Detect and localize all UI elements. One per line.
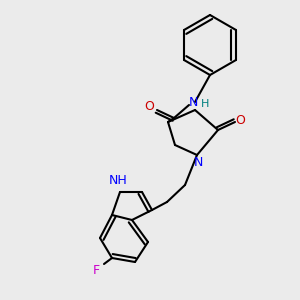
Text: O: O (144, 100, 154, 113)
Text: F: F (92, 263, 100, 277)
Text: O: O (235, 113, 245, 127)
Text: NH: NH (109, 173, 128, 187)
Text: N: N (188, 95, 198, 109)
Text: H: H (201, 99, 209, 109)
Text: N: N (193, 155, 203, 169)
